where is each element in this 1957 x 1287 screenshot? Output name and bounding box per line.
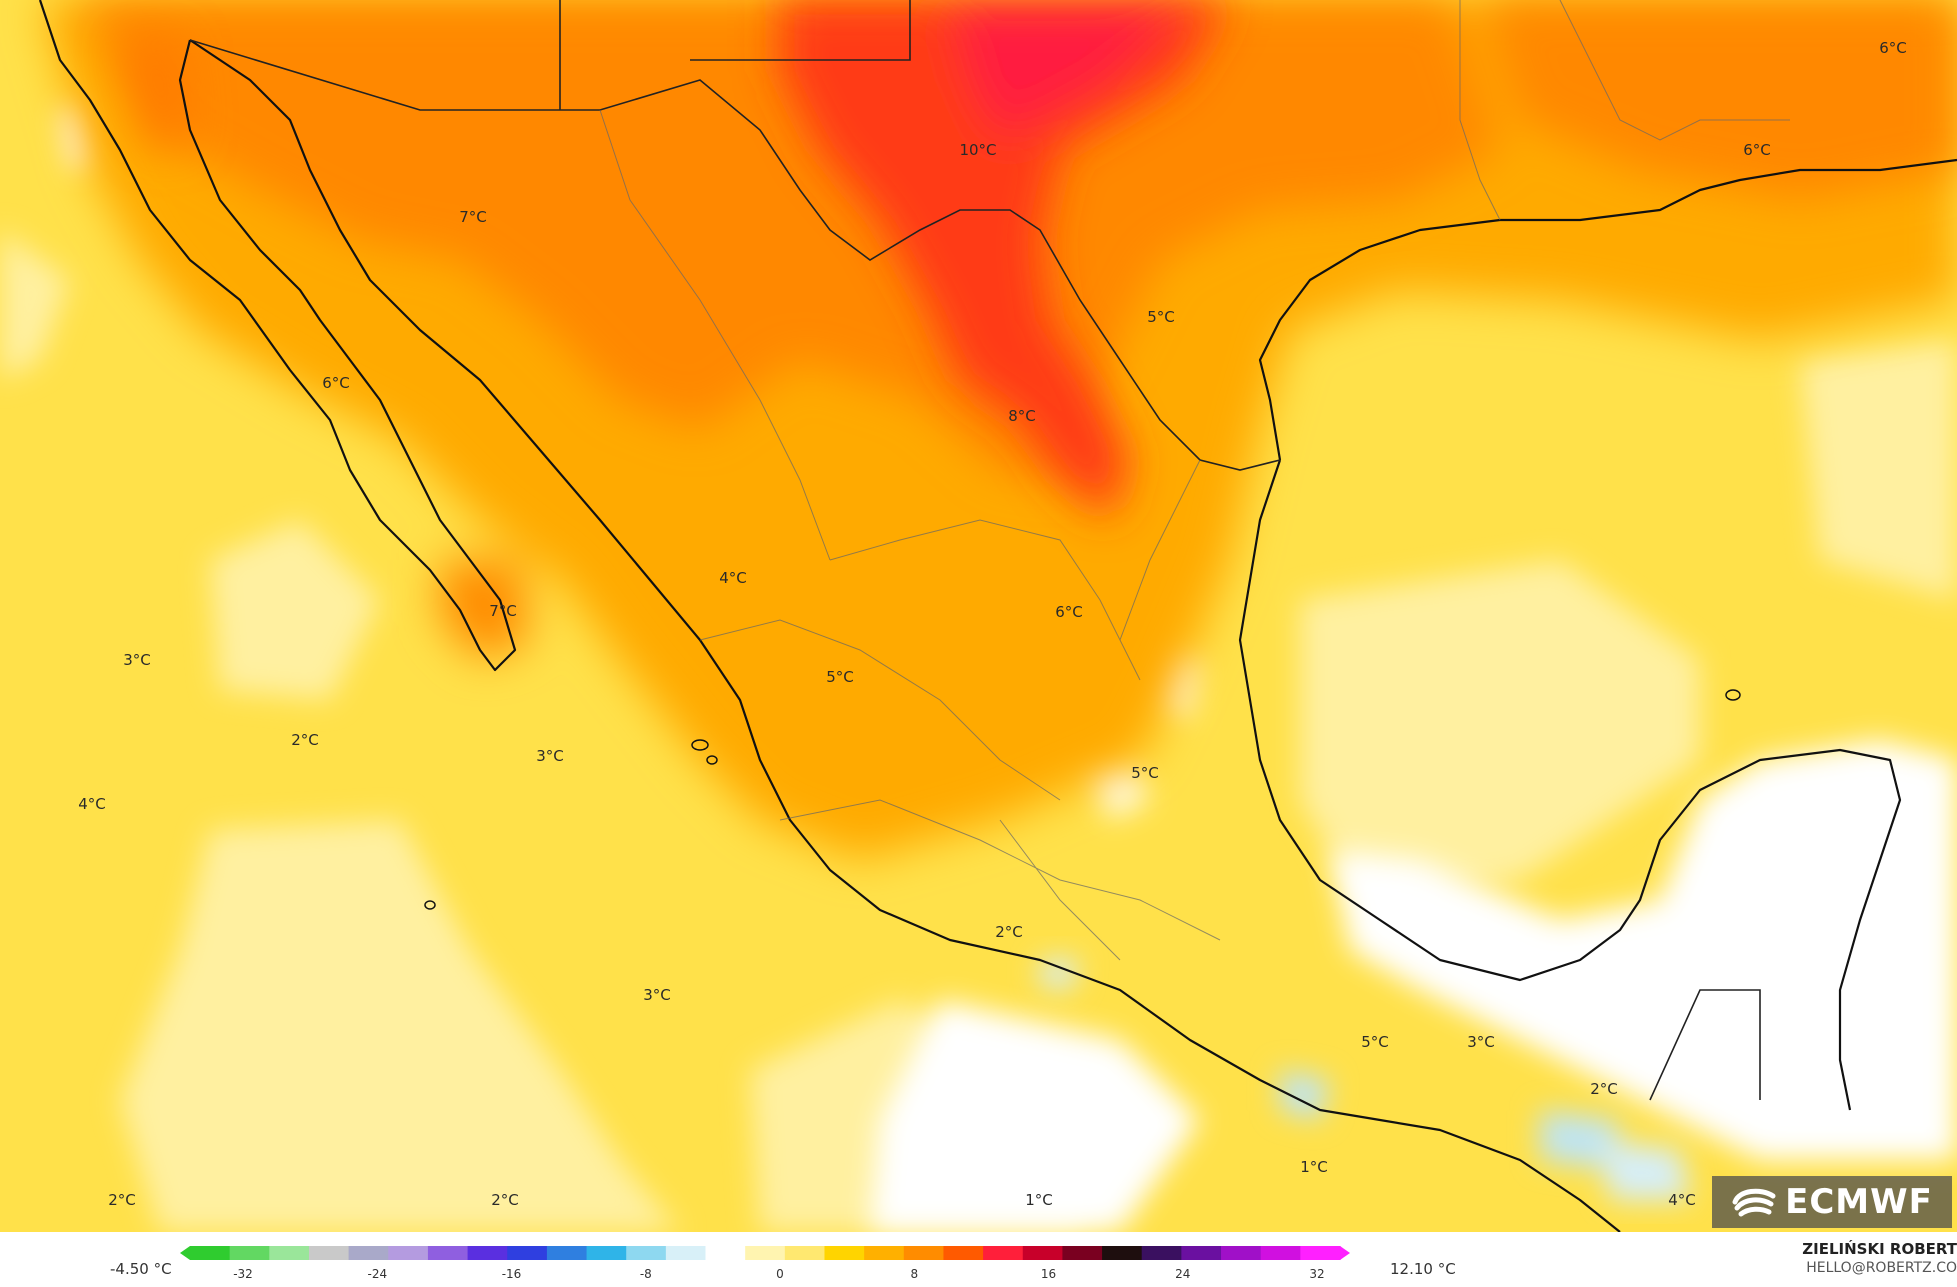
legend-color-step — [388, 1246, 429, 1260]
legend-color-step — [903, 1246, 945, 1260]
temperature-label: 3°C — [643, 986, 671, 1004]
legend-color-step — [1260, 1246, 1301, 1260]
temperature-label: 1°C — [1300, 1158, 1328, 1176]
ecmwf-logo: ECMWF — [1712, 1176, 1952, 1228]
islands — [424, 689, 1741, 910]
legend-min-label: -4.50 °C — [110, 1260, 172, 1278]
temperature-label: 6°C — [322, 374, 350, 392]
legend-left-arrow — [180, 1246, 190, 1260]
temperature-label: 5°C — [1361, 1033, 1389, 1051]
legend-color-step — [269, 1246, 310, 1260]
legend-max-label: 12.10 °C — [1390, 1260, 1456, 1278]
legend-tick-label: 16 — [1041, 1267, 1056, 1281]
legend-color-step — [427, 1246, 469, 1260]
legend-tick-label: 0 — [776, 1267, 784, 1281]
temperature-label: 2°C — [1590, 1080, 1618, 1098]
legend-color-step — [1300, 1246, 1341, 1260]
legend-color-step — [784, 1246, 826, 1260]
temperature-label: 4°C — [78, 795, 106, 813]
legend-color-step — [626, 1246, 667, 1260]
temperature-label: 3°C — [1467, 1033, 1495, 1051]
legend-color-step — [507, 1246, 548, 1260]
legend-tick-label: -32 — [233, 1267, 253, 1281]
color-legend: -4.50 °C -32 -24 -16 -8 0 8 16 24 32 12.10 °C ZI… — [0, 1232, 1957, 1287]
legend-color-step — [745, 1246, 786, 1260]
legend-tick-label: -8 — [640, 1267, 652, 1281]
legend-color-step — [824, 1246, 865, 1260]
legend-color-step — [1221, 1246, 1262, 1260]
ecmwf-logo-text: ECMWF — [1785, 1182, 1933, 1222]
temperature-label: 6°C — [1879, 39, 1907, 57]
temperature-label: 5°C — [1147, 308, 1175, 326]
temperature-label: 3°C — [123, 651, 151, 669]
legend-color-step — [348, 1246, 389, 1260]
legend-tick-label: 24 — [1175, 1267, 1190, 1281]
legend-color-step — [665, 1246, 707, 1260]
temperature-label: 2°C — [995, 923, 1023, 941]
author-name: ZIELIŃSKI ROBERT — [1802, 1240, 1957, 1258]
temperature-label: 2°C — [491, 1191, 519, 1209]
author-email: HELLO@ROBERTZ.CO — [1806, 1260, 1957, 1276]
cool-patches — [1040, 960, 1690, 1200]
legend-right-arrow — [1340, 1246, 1350, 1260]
temperature-label: 4°C — [1668, 1191, 1696, 1209]
temperature-label: 2°C — [291, 731, 319, 749]
legend-tick-label: -16 — [502, 1267, 522, 1281]
temperature-label: 3°C — [536, 747, 564, 765]
legend-color-step — [586, 1246, 627, 1260]
legend-tick-label: -24 — [367, 1267, 387, 1281]
temperature-label: 7°C — [459, 208, 487, 226]
legend-color-step — [864, 1246, 905, 1260]
temperature-label: 10°C — [959, 141, 997, 159]
legend-color-step — [1141, 1246, 1182, 1260]
legend-tick-label: 8 — [910, 1267, 918, 1281]
temperature-label: 1°C — [1025, 1191, 1053, 1209]
state-borders — [599, 0, 1790, 961]
legend-color-step — [190, 1246, 231, 1260]
temperature-label: 8°C — [1008, 407, 1036, 425]
temperature-label: 6°C — [1743, 141, 1771, 159]
legend-color-step — [1062, 1246, 1103, 1260]
ecmwf-swirl-icon — [1732, 1188, 1776, 1217]
temperature-label: 4°C — [719, 569, 747, 587]
legend-color-step — [1022, 1246, 1064, 1260]
legend-color-step — [705, 1246, 746, 1260]
legend-tick-label: 32 — [1309, 1267, 1324, 1281]
temperature-anomaly-map — [0, 0, 1957, 1232]
legend-color-step — [1102, 1246, 1143, 1260]
hot-red-core — [120, 0, 1230, 520]
country-borders — [189, 0, 1761, 1101]
hot-deep-orange — [80, 0, 1957, 480]
legend-color-step — [467, 1246, 508, 1260]
temperature-label: 7°C — [489, 602, 517, 620]
temperature-label: 2°C — [108, 1191, 136, 1209]
temperature-label: 6°C — [1055, 603, 1083, 621]
legend-color-step — [229, 1246, 270, 1260]
legend-colorbar: -32 -24 -16 -8 0 8 16 24 32 — [180, 1246, 1350, 1281]
legend-color-step — [943, 1246, 984, 1260]
legend-color-step — [1181, 1246, 1222, 1260]
temperature-label: 5°C — [1131, 764, 1159, 782]
legend-color-step — [546, 1246, 588, 1260]
legend-color-step — [983, 1246, 1024, 1260]
temperature-label: 5°C — [826, 668, 854, 686]
legend-color-step — [308, 1246, 350, 1260]
